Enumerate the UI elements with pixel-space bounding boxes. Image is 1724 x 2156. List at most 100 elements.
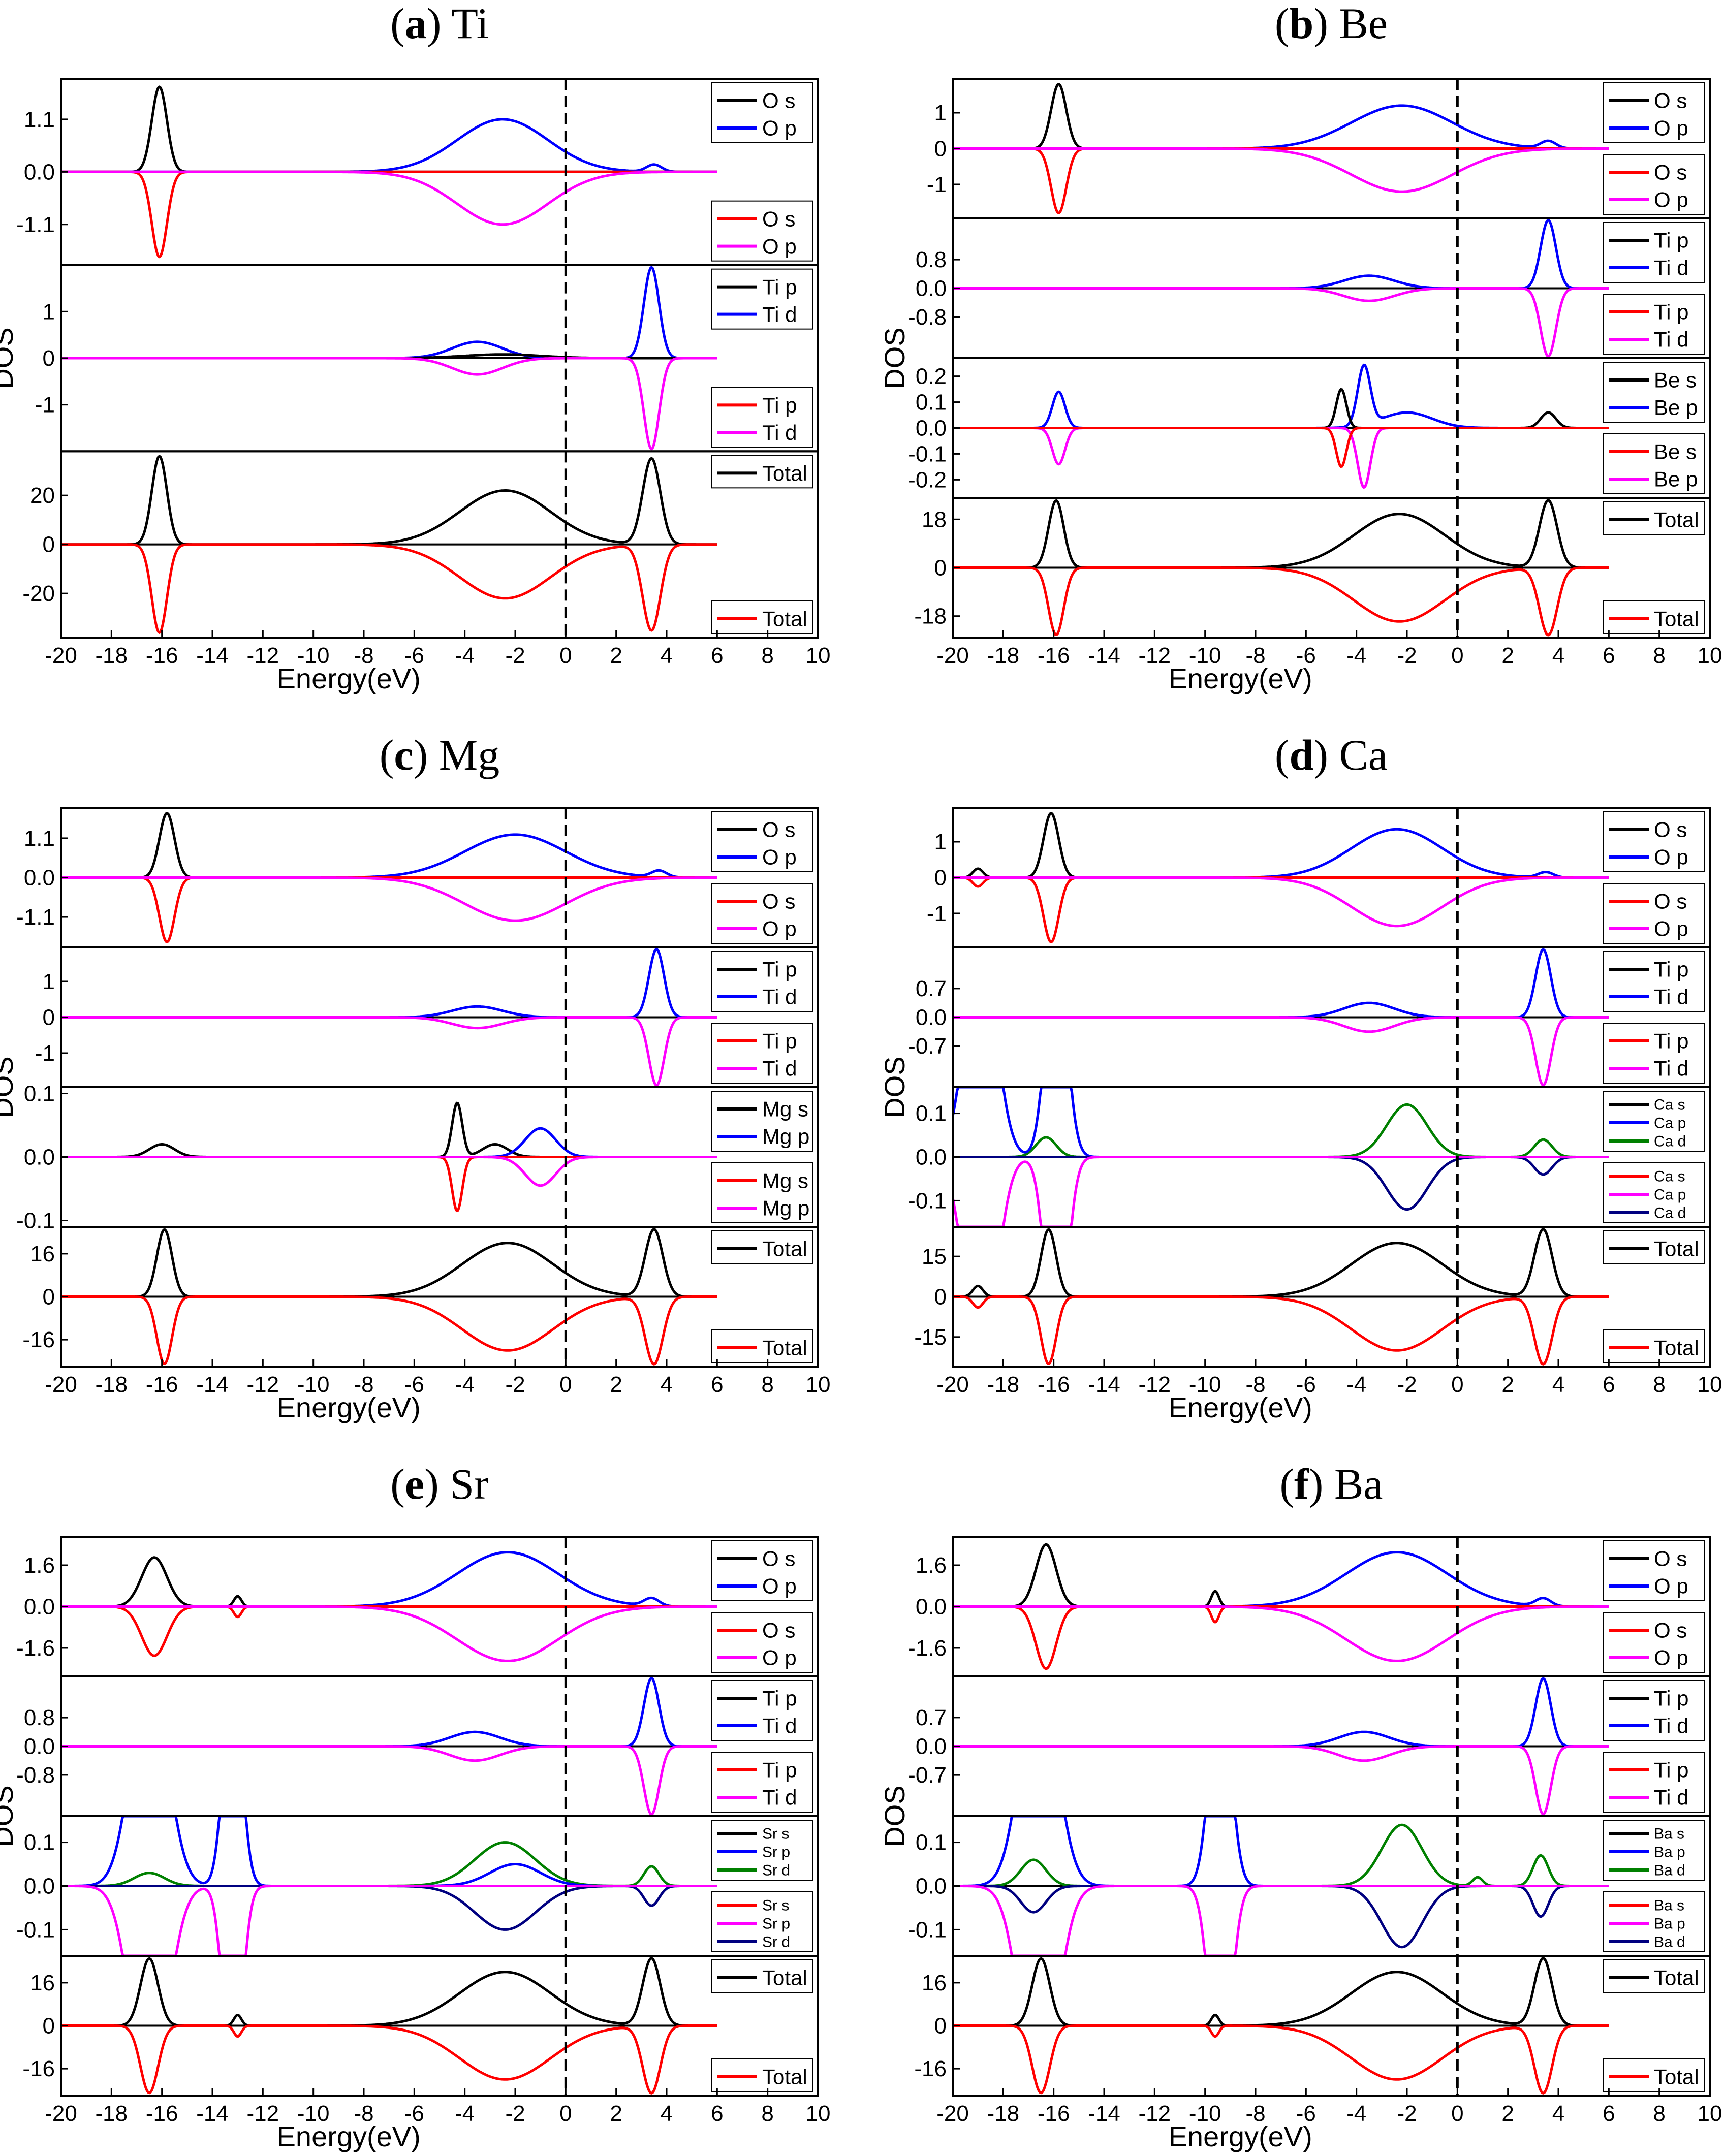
y-tick-label: 16	[30, 1242, 55, 1266]
x-tick-label: -6	[1296, 643, 1316, 668]
legend-box	[711, 1023, 813, 1084]
legend-box	[1603, 82, 1705, 143]
legend-spin-up: Total	[1603, 501, 1705, 535]
y-tick-label: -0.8	[16, 1763, 55, 1788]
subplot-3: 0.10.0-0.1Sr sSr pSr dSr sSr pSr d	[16, 1815, 819, 1957]
panel-letter: c	[394, 731, 413, 779]
x-tick-label: -16	[146, 643, 178, 668]
series-ti-d-spin-down	[953, 287, 1609, 358]
x-axis-label: Energy(eV)	[277, 1391, 421, 1423]
x-tick-label: -18	[96, 2101, 128, 2126]
y-tick-label: 0.0	[916, 1734, 947, 1759]
panel-title-paren-open: (	[1280, 1460, 1295, 1508]
legend-label: O s	[1654, 89, 1687, 113]
x-tick-label: 4	[661, 2101, 673, 2126]
x-tick-label: 2	[610, 643, 622, 668]
legend-spin-up: Total	[711, 1230, 813, 1264]
series-mg-s-spin-down	[61, 1156, 717, 1212]
legend-label: Sr d	[762, 1934, 790, 1951]
panel-title-paren-open: (	[1275, 731, 1290, 779]
legend-label: Ti d	[762, 302, 797, 326]
series-total-spin-up	[953, 1228, 1609, 1298]
curves	[953, 1957, 1609, 2095]
subplot-4: 16 0 -16 Total Total	[914, 1955, 1711, 2097]
y-tick-label: -16	[914, 2056, 947, 2081]
x-tick-label: 10	[1698, 1372, 1722, 1397]
y-tick-label: -1.6	[908, 1636, 947, 1661]
series-o-s-spin-down	[953, 147, 1609, 214]
x-tick-label: -4	[455, 1372, 475, 1397]
y-tick-label: 1.1	[24, 826, 55, 851]
x-tick-label: 6	[711, 1372, 723, 1397]
series-ti-d-spin-up	[953, 219, 1609, 290]
legend-label: O s	[1654, 1547, 1687, 1571]
x-tick-label: 6	[1603, 643, 1615, 668]
legend-spin-up: Total	[711, 1959, 813, 1993]
series-o-s-spin-up	[953, 1543, 1609, 1608]
y-tick-label: 0	[43, 346, 55, 371]
curves	[953, 1677, 1609, 1816]
subplot-1: 1 0 -1 O s O p O s O p	[927, 78, 1711, 219]
panel-letter: e	[405, 1460, 424, 1508]
subplot-2: 1 0 -1 Ti p Ti d Ti p Ti d	[35, 264, 819, 453]
series-be-p-spin-down	[953, 427, 1609, 489]
panel-letter: f	[1294, 1460, 1309, 1508]
y-tick-label: 0.0	[916, 1874, 947, 1899]
x-tick-label: -6	[404, 1372, 424, 1397]
legend-label: Ti p	[1654, 1687, 1688, 1710]
y-tick-label: 16	[30, 1971, 55, 1995]
legend-label: O p	[762, 1646, 797, 1670]
panel-element: Ba	[1334, 1460, 1383, 1508]
legend-label: Sr p	[762, 1916, 790, 1932]
y-tick-label: -1.1	[16, 212, 55, 237]
legend-spin-down: Ti p Ti d	[711, 1752, 813, 1813]
y-tick-label: 1	[43, 299, 55, 324]
legend-box	[1603, 1023, 1705, 1084]
subplot-1: 1 0 -1 O s O p O s O p	[927, 807, 1711, 948]
x-tick-label: 10	[1698, 2101, 1722, 2126]
x-tick-label: -4	[1346, 643, 1366, 668]
legend-label: Ca p	[1654, 1187, 1686, 1203]
legend-box	[1603, 433, 1705, 494]
legend-spin-down: O s O p	[1603, 1612, 1705, 1673]
series-ti-d-spin-down	[953, 1016, 1609, 1087]
x-tick-label: 8	[1653, 1372, 1665, 1397]
series-total-spin-up	[61, 1957, 717, 2027]
x-axis-label: Energy(eV)	[277, 2120, 421, 2152]
legend-label: O p	[762, 234, 797, 258]
legend-label: O s	[762, 89, 795, 113]
y-tick-label: -16	[22, 2056, 55, 2081]
subplot-2: 0.7 0.0 -0.7 Ti p Ti d Ti p Ti d	[908, 1675, 1711, 1817]
y-axis-label: DOS	[879, 1056, 911, 1118]
x-tick-label: -14	[1088, 643, 1120, 668]
legend-label: Total	[1654, 607, 1699, 631]
y-tick-label: -1.6	[16, 1636, 55, 1661]
legend-spin-up: O s O p	[1603, 82, 1705, 143]
y-tick-label: 0.0	[916, 276, 947, 301]
y-tick-label: 0.0	[916, 1595, 947, 1620]
curves	[953, 1087, 1609, 1227]
series-ti-d-spin-up	[953, 948, 1609, 1019]
y-tick-label: 0.0	[24, 1874, 55, 1899]
y-tick-label: 0.0	[916, 416, 947, 441]
x-tick-label: -8	[354, 643, 373, 668]
subplot-2: 1 0 -1 Ti p Ti d Ti p Ti d	[35, 946, 819, 1088]
panel-title: (a) Ti	[390, 0, 489, 48]
legend-spin-up: Ti p Ti d	[711, 268, 813, 330]
y-tick-label: 0.1	[916, 1830, 947, 1855]
x-tick-label: 8	[761, 643, 773, 668]
series-ti-d-spin-up	[953, 1677, 1609, 1748]
legend-label: Ti d	[1654, 985, 1688, 1009]
y-tick-label: -15	[914, 1325, 947, 1350]
legend-spin-down: Ba s Ba p Ba d	[1603, 1891, 1705, 1952]
x-tick-label: -12	[1139, 1372, 1171, 1397]
x-tick-label: -14	[1088, 1372, 1120, 1397]
legend-label: O s	[762, 1547, 795, 1571]
curves	[953, 363, 1609, 489]
x-tick-label: 6	[711, 2101, 723, 2126]
legend-spin-down: O s O p	[1603, 883, 1705, 944]
legend-spin-up: Ba sBa pBa d	[1603, 1820, 1705, 1881]
x-axis-label: Energy(eV)	[1169, 662, 1312, 694]
x-tick-label: -20	[936, 643, 969, 668]
legend-label: Ti d	[762, 1714, 797, 1738]
